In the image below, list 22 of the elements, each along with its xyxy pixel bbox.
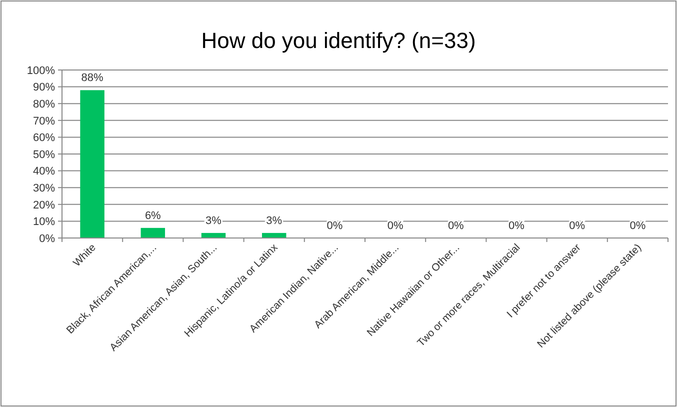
- y-tick-label: 60%: [32, 132, 56, 144]
- y-tick-label: 40%: [32, 166, 56, 178]
- y-tick-label: 30%: [32, 182, 56, 194]
- y-tick-label: 50%: [32, 148, 56, 161]
- bar: [140, 228, 166, 238]
- data-label: 0%: [508, 220, 525, 232]
- y-tick-label: 20%: [32, 199, 56, 212]
- chart-title: How do you identify? (n=33): [201, 28, 476, 53]
- data-label: 0%: [569, 220, 586, 232]
- data-label: 0%: [448, 220, 464, 232]
- bar: [80, 90, 104, 238]
- data-label: 6%: [144, 210, 162, 222]
- y-tick-label: 10%: [32, 216, 56, 228]
- y-tick-label: 0%: [39, 232, 56, 245]
- y-tick-label: 80%: [32, 98, 56, 110]
- data-label: 0%: [630, 220, 646, 232]
- data-label: 88%: [81, 72, 104, 84]
- y-tick-label: 100%: [26, 64, 56, 77]
- data-label: 0%: [326, 220, 343, 232]
- y-tick-label: 90%: [32, 82, 56, 94]
- y-tick-label: 70%: [32, 115, 56, 128]
- data-label: 0%: [387, 220, 404, 232]
